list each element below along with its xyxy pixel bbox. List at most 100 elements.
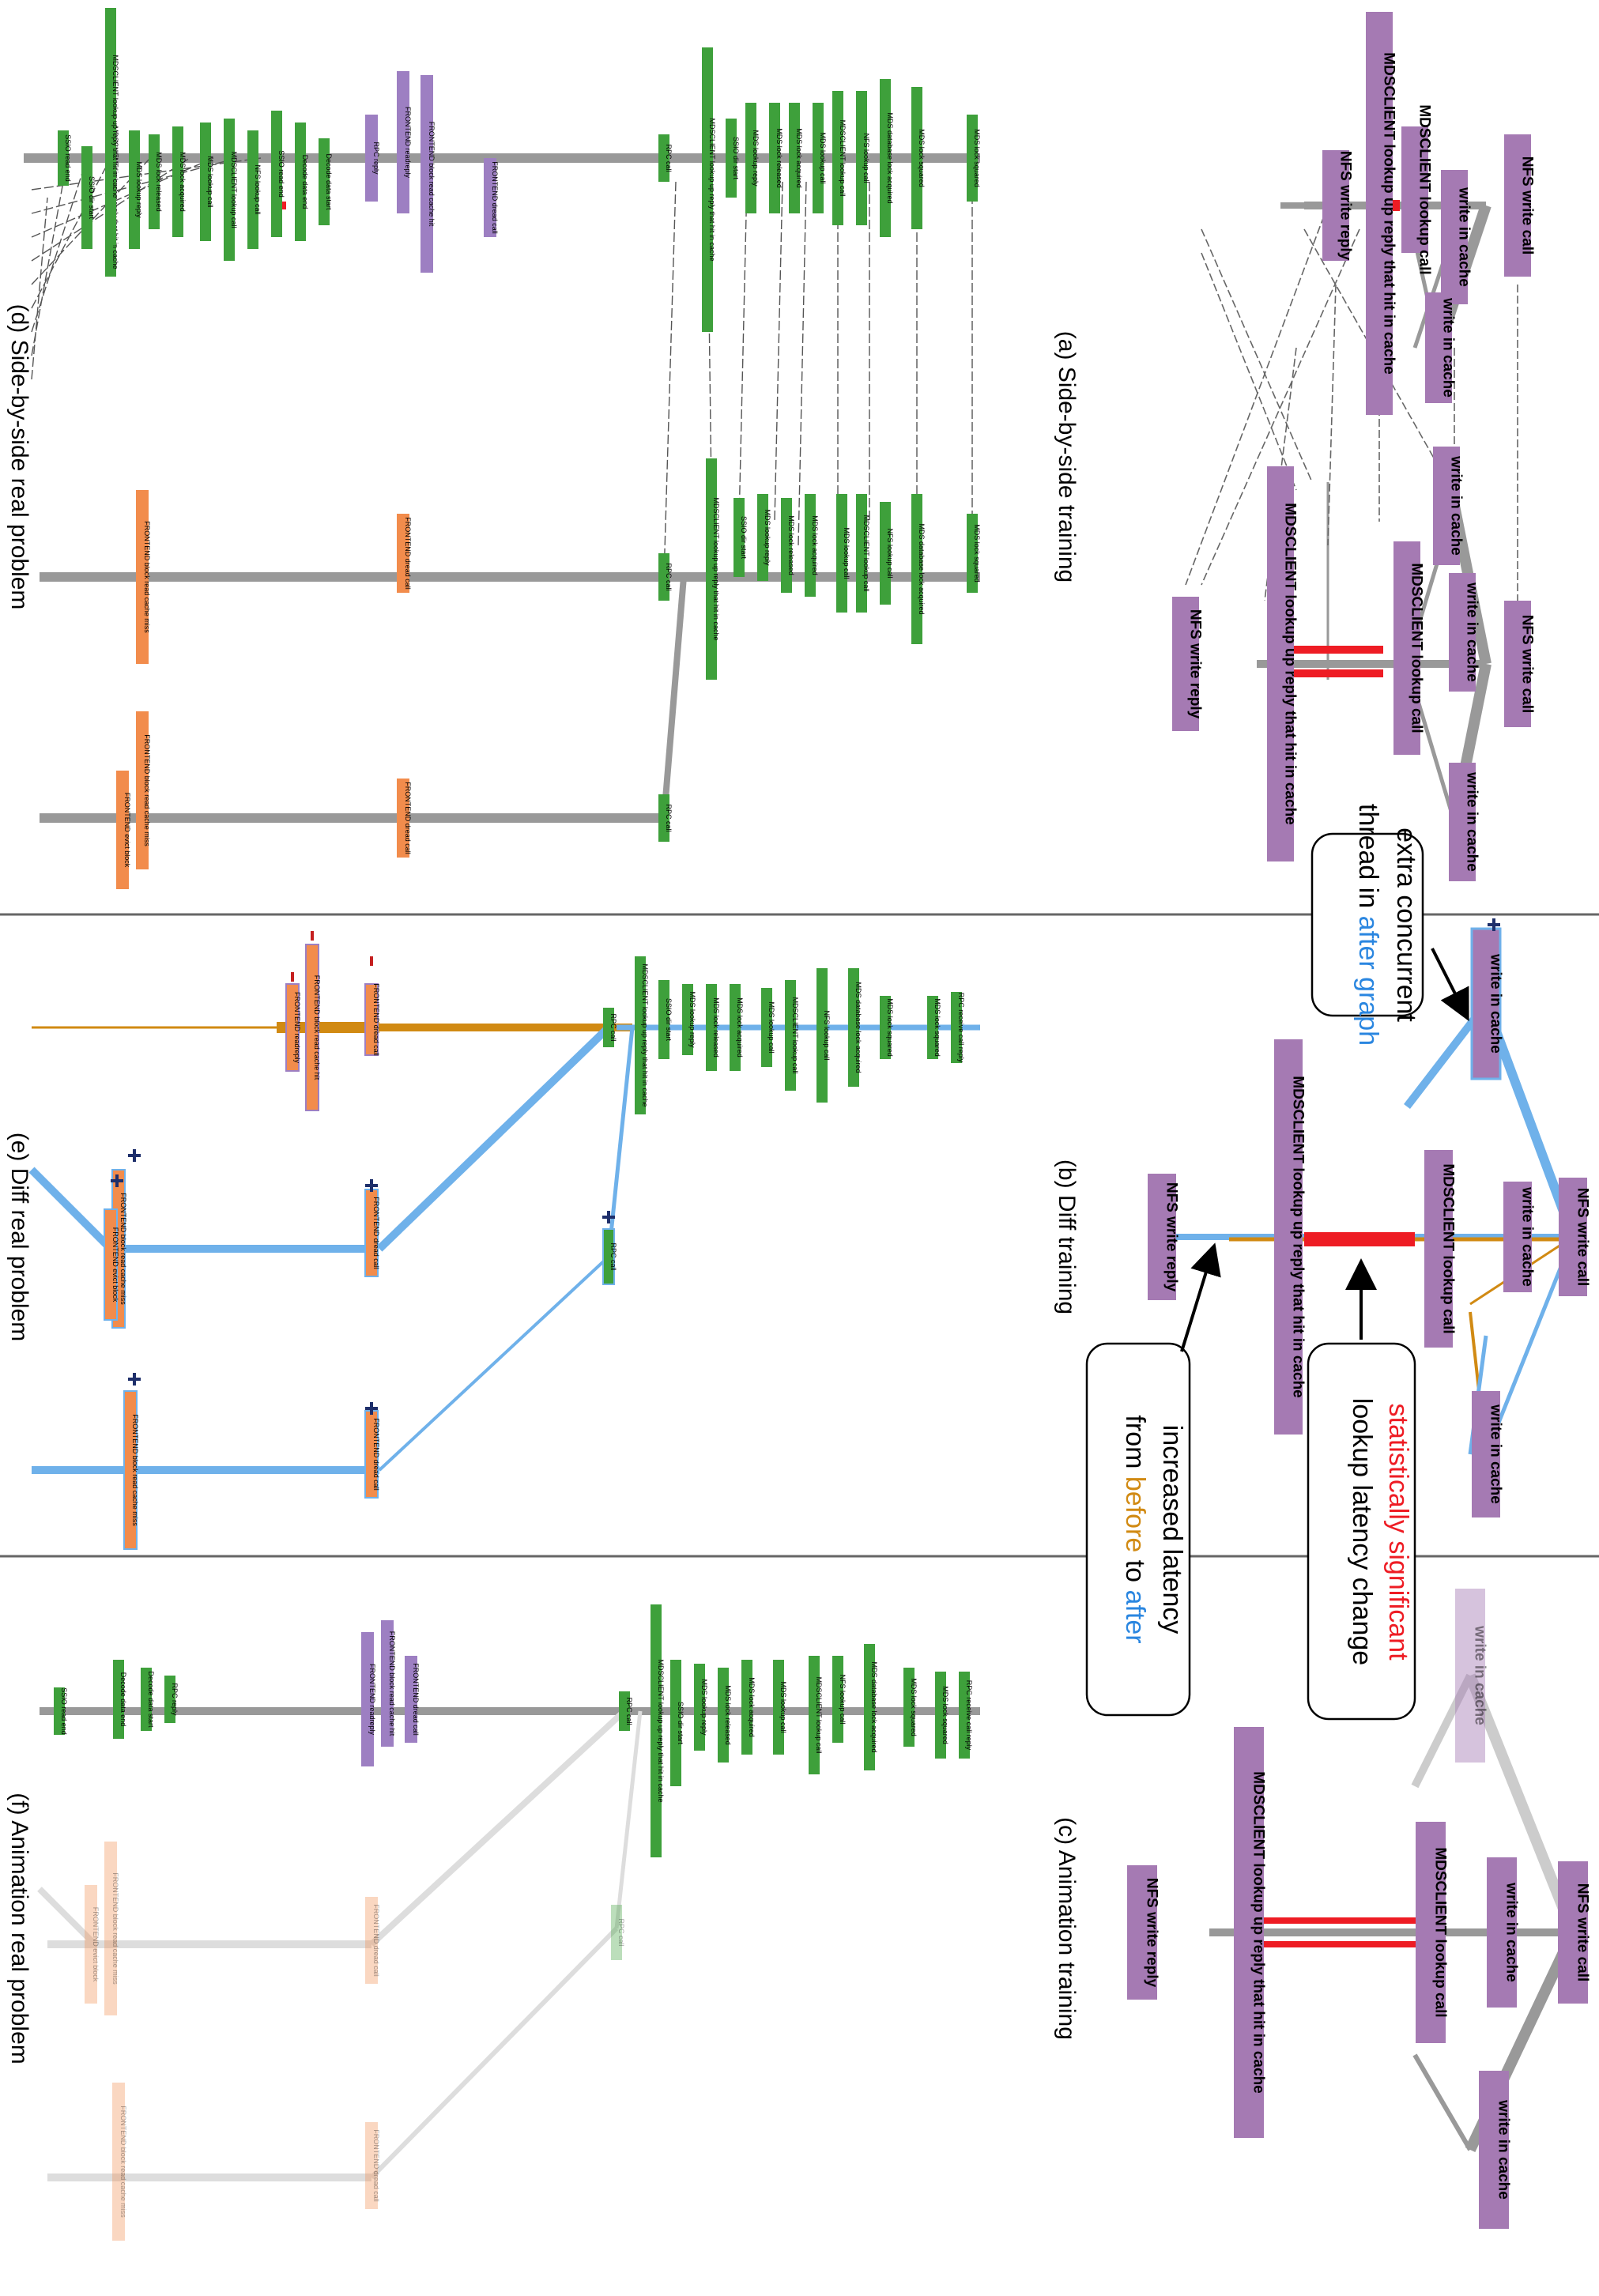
e-green-11-label: RPC receive call reply	[957, 993, 965, 1063]
e-green-0-node: MDSCLIENT lookup up reply that hit in ca…	[635, 956, 649, 1114]
e-green-8-label: MDS database lock acquired	[854, 982, 862, 1073]
d-frontend-dread-call-node: FRONTEND dread call	[484, 158, 499, 237]
d-top-green-10-label: Decode data end	[301, 155, 309, 209]
e-bot-dread-label: FRONTEND dread call	[372, 1418, 380, 1491]
e-green-9-label: MDS lock squared	[886, 998, 894, 1057]
d-bot-dread-call-label: FRONTEND dread call	[404, 782, 412, 854]
d-top-green-10-node: Decode data end	[295, 123, 309, 241]
d-top-green2-8-label: MDS database lock acquired	[886, 112, 894, 203]
d-mid-green-6-label: MDSCLIENT lookup call	[862, 515, 870, 592]
callout-extra-thread	[1311, 832, 1424, 1017]
captions: (a) Side-by-side training (b) Diff train…	[6, 304, 1080, 2064]
b-write-in-cache-new-node: write in cache	[1470, 927, 1504, 1080]
a2-write-in-cache-3-label: write in cache	[1464, 771, 1480, 872]
d-top-green2-9-label: MDS lock squared	[918, 129, 926, 187]
d-mid-green-1-label: SSIO dir start	[740, 516, 748, 560]
d-mid-rpc-call-node: RPC call	[658, 553, 673, 601]
d-top-green2-2-label: MDS lookup reply	[752, 130, 760, 187]
b-nfs-write-reply-label: NFS write reply	[1163, 1182, 1180, 1292]
f-frontend-dread-node: FRONTEND dread call	[405, 1656, 420, 1743]
callout-significant-line2: lookup latency change	[1347, 1398, 1377, 1665]
f-mid-evict-node: FRONTEND evict block	[85, 1885, 100, 2004]
e-mid-dread-node: FRONTEND dread call	[364, 1189, 380, 1277]
b-write-in-cache-2-node: write in cache	[1472, 1391, 1504, 1517]
e-green-1-node: SSIO dir start	[658, 980, 673, 1059]
d-top-green2-10-node: MDS lock squared	[967, 115, 981, 202]
f-green-1-node: SSIO dir start	[670, 1660, 684, 1786]
f-green-5-label: MDS lookup call	[779, 1681, 787, 1732]
callout-extra-line1: extra concurrent	[1391, 828, 1421, 1022]
d-mid-green-7-node: NFS lookup call	[880, 502, 894, 605]
real-e-edges	[28, 1022, 980, 1474]
training-a-edges	[273, 200, 1518, 824]
a1-mdsclient-lookup-reply-node: MDSCLIENT lookup up reply that hit in ca…	[1366, 12, 1397, 415]
a2-nfs-write-reply-label: NFS write reply	[1187, 609, 1204, 719]
caption-a: (a) Side-by-side training	[1054, 331, 1080, 582]
f-green-3-label: MDS lock released	[724, 1685, 732, 1745]
f-green-4-node: MDS lock acquired	[741, 1660, 756, 1755]
f-green-6-label: MDSCLIENT lookup call	[815, 1677, 823, 1754]
d-top-green-11-label: Decode data start	[325, 153, 333, 210]
f-green-9-node: MDS lock squared	[903, 1668, 918, 1747]
c-nfs-write-reply-label: NFS write reply	[1144, 1878, 1160, 1988]
f-green-10-label: MDS lock squared	[941, 1686, 949, 1744]
f-mid-block-miss-label: FRONTEND block read cache miss	[111, 1872, 119, 1985]
d-top-green2-3-node: MDS lock released	[769, 103, 783, 213]
d-top-green2-2-node: MDS lookup reply	[745, 103, 760, 213]
a2-mdsclient-lookup-reply-label: MDSCLIENT lookup up reply that hit in ca…	[1282, 503, 1299, 824]
d-frontend-readreply-node: FRONTEND readreply	[397, 71, 412, 213]
d-top-green-7-node: MDSCLIENT lookup call	[224, 119, 238, 261]
e-bot-dread-node: FRONTEND dread call	[364, 1410, 380, 1499]
f-frontend-block-hit-node: FRONTEND block read cache hit	[381, 1620, 396, 1747]
d-frontend-dread-call-label: FRONTEND dread call	[491, 161, 499, 234]
d-frontend-block-hit-node: FRONTEND block read cache hit	[420, 75, 436, 273]
f-ssl-read-end-label: SSIO read end	[60, 1687, 68, 1735]
d-top-green2-6-label: MDSCLIENT lookup call	[839, 120, 847, 197]
d-mid-green-5-label: MDS lookup call	[843, 527, 850, 579]
f-green-9-label: MDS lock squared	[910, 1678, 918, 1736]
callout-increased-line1: increased latency	[1157, 1425, 1187, 1634]
d-rpc-call-node: RPC call	[658, 134, 673, 182]
a2-nfs-write-reply-node: NFS write reply	[1172, 597, 1204, 731]
f-green-6-node: MDSCLIENT lookup call	[809, 1656, 823, 1774]
e-green-10-label: MDS lock squared	[933, 998, 941, 1057]
plus-icon	[365, 1402, 378, 1415]
d-rpc-call-label: RPC call	[665, 144, 673, 172]
plus-icon	[602, 1211, 615, 1223]
d-top-green-1-node: SSIO dir start	[81, 146, 96, 249]
real-f-edges	[37, 1707, 980, 2181]
d-top-green-0-node: SSIO read end	[58, 130, 72, 186]
b-nfs-write-call-node: NFS write call	[1559, 1178, 1591, 1296]
d-bot-block-miss-node: FRONTEND block read cache miss	[136, 711, 151, 869]
d-mid-green-8-label: MDS database lock acquired	[918, 523, 926, 614]
callouts: extra concurrent thread in after graph s…	[1085, 804, 1469, 1721]
plus-icon	[365, 1179, 378, 1192]
e-frontend-block-hit-label: FRONTEND block read cache hit	[313, 975, 321, 1080]
d-mid-green-0-label: MDSCLIENT lookup up reply that hit in ca…	[712, 498, 720, 641]
a1-write-in-cache-2-label: write in cache	[1440, 297, 1457, 398]
d-rpc-reply-label: RPC reply	[372, 141, 380, 175]
c-nfs-write-call-node: NFS write call	[1558, 1861, 1591, 2004]
d-bot-evict-block-node: FRONTEND evict block	[116, 771, 131, 889]
d-top-green-11-node: Decode data start	[319, 138, 333, 225]
f-green-7-label: NFS lookup call	[839, 1674, 847, 1724]
f-green-3-node: MDS lock released	[718, 1668, 732, 1763]
d-mid-green-6-node: MDSCLIENT lookup call	[856, 494, 870, 613]
a2-mdsclient-lookup-reply-node: MDSCLIENT lookup up reply that hit in ca…	[1267, 466, 1299, 861]
e-green-3-label: MDS lock released	[712, 997, 720, 1058]
a1-mdsclient-lookup-call-node: MDSCLIENT lookup call	[1401, 104, 1433, 275]
f-frontend-dread-label: FRONTEND dread call	[412, 1663, 420, 1736]
d-top-green2-7-label: NFS lookup call	[862, 133, 870, 183]
e-frontend-readreply-label: FRONTEND readreply	[293, 992, 301, 1064]
e-green-4-node: MDS lock acquired	[730, 984, 744, 1071]
d-top-green-4-node: MDS lock released	[149, 134, 163, 229]
f-rpc-reply-label: RPC reply	[171, 1683, 179, 1716]
a1-mdsclient-lookup-reply-label: MDSCLIENT lookup up reply that hit in ca…	[1381, 52, 1397, 374]
d-bot-rpc-call-node: RPC call	[658, 794, 673, 842]
b-mdsclient-lookup-reply-node: MDSCLIENT lookup up reply that hit in ca…	[1274, 1039, 1307, 1435]
e-green-5-label: MDS lookup call	[767, 1001, 775, 1053]
f-green-0-node: MDSCLIENT lookup up reply that hit in ca…	[651, 1604, 665, 1857]
d-top-green2-5-label: MDS lookup call	[819, 132, 827, 183]
d-top-green-8-node: NFS lookup call	[247, 130, 262, 249]
